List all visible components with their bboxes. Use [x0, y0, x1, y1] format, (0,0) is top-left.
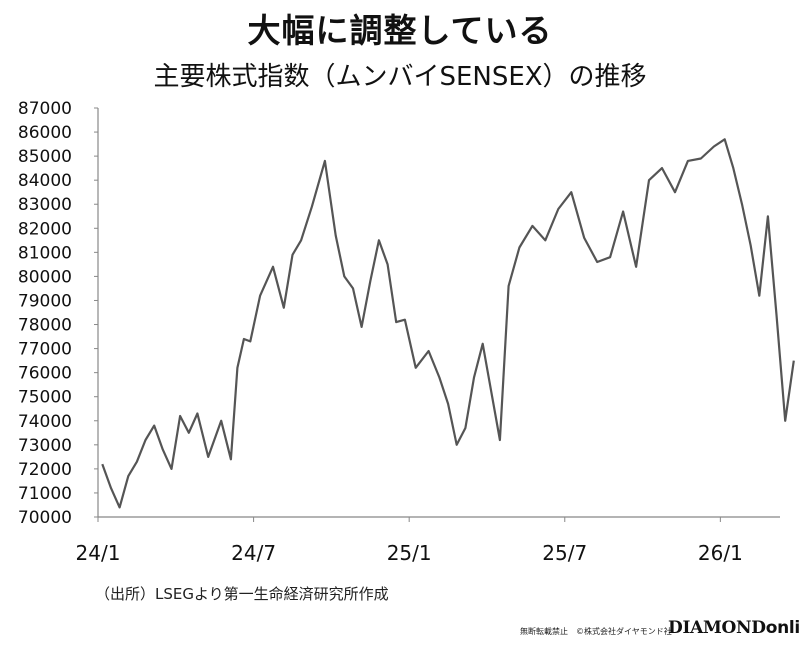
chart-title: 大幅に調整している — [247, 11, 553, 50]
x-tick-label: 25/1 — [387, 541, 432, 565]
y-tick-label: 78000 — [18, 316, 72, 336]
x-tick-label: 24/7 — [231, 541, 276, 565]
y-tick-label: 83000 — [18, 195, 72, 215]
y-tick-label: 77000 — [18, 340, 72, 360]
sensex-series-line — [101, 138, 795, 509]
y-tick-label: 84000 — [18, 171, 72, 191]
x-tick-label: 25/7 — [542, 541, 587, 565]
y-tick-label: 86000 — [18, 123, 72, 143]
y-tick-label: 71000 — [18, 484, 72, 504]
chart-subtitle: 主要株式指数（ムンバイSENSEX）の推移 — [153, 62, 647, 92]
source-note: （出所）LSEGより第一生命経済研究所作成 — [95, 585, 389, 603]
diamond-online-logo: DIAMONDonline — [668, 618, 800, 638]
y-tick-label: 70000 — [18, 508, 72, 528]
y-tick-label: 75000 — [18, 388, 72, 408]
brand-part1: DIAMOND — [668, 618, 766, 638]
y-tick-label: 79000 — [18, 291, 72, 311]
y-tick-label: 85000 — [18, 147, 72, 167]
y-tick-label: 76000 — [18, 364, 72, 384]
x-tick-label: 24/1 — [76, 541, 121, 565]
brand-part2: online — [765, 618, 800, 638]
y-tick-label: 81000 — [18, 243, 72, 263]
y-tick-label: 82000 — [18, 219, 72, 239]
copyright-note: 無断転載禁止 ©株式会社ダイヤモンド社 — [520, 627, 672, 636]
y-tick-label: 87000 — [18, 99, 72, 119]
y-tick-label: 80000 — [18, 267, 72, 287]
x-tick-label: 26/1 — [698, 541, 743, 565]
y-tick-label: 72000 — [18, 460, 72, 480]
y-tick-label: 73000 — [18, 436, 72, 456]
y-tick-label: 74000 — [18, 412, 72, 432]
